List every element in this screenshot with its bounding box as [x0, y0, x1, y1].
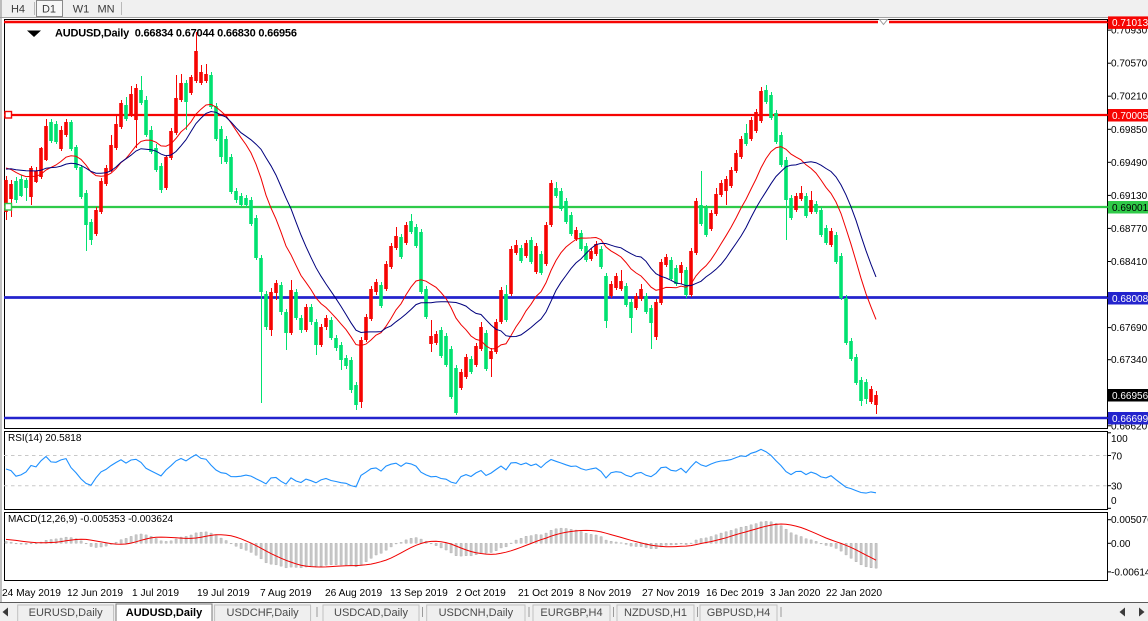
svg-text:0.69130: 0.69130 — [1111, 191, 1148, 202]
svg-text:USDCHF,Daily: USDCHF,Daily — [227, 607, 300, 619]
svg-text:0.69001: 0.69001 — [1112, 203, 1148, 214]
svg-text:0: 0 — [1111, 496, 1117, 507]
svg-text:MACD(12,26,9) -0.005353 -0.003: MACD(12,26,9) -0.005353 -0.003624 — [8, 514, 174, 525]
svg-text:13 Sep 2019: 13 Sep 2019 — [390, 588, 448, 599]
svg-text:0.70570: 0.70570 — [1111, 59, 1148, 70]
svg-text:0.66699: 0.66699 — [1112, 414, 1148, 425]
svg-text:0.69490: 0.69490 — [1111, 158, 1148, 169]
svg-text:27 Nov 2019: 27 Nov 2019 — [642, 588, 700, 599]
svg-text:USDCNH,Daily: USDCNH,Daily — [439, 607, 514, 619]
svg-text:RSI(14) 20.5818: RSI(14) 20.5818 — [8, 433, 82, 444]
svg-text:H4: H4 — [11, 4, 25, 16]
svg-text:0.66956: 0.66956 — [1112, 391, 1148, 402]
svg-text:AUDUSD,Daily: AUDUSD,Daily — [126, 607, 203, 619]
svg-text:16 Dec 2019: 16 Dec 2019 — [706, 588, 764, 599]
svg-text:D1: D1 — [42, 4, 56, 16]
svg-text:0.70930: 0.70930 — [1111, 26, 1148, 37]
svg-text:0.66620: 0.66620 — [1111, 421, 1148, 432]
svg-text:EURGBP,H4: EURGBP,H4 — [540, 607, 602, 619]
svg-text:22 Jan 2020: 22 Jan 2020 — [826, 588, 882, 599]
svg-text:19 Jul 2019: 19 Jul 2019 — [197, 588, 250, 599]
svg-text:0.005076: 0.005076 — [1111, 515, 1148, 526]
svg-text:0.00: 0.00 — [1111, 539, 1131, 550]
svg-text:GBPUSD,H4: GBPUSD,H4 — [707, 607, 771, 619]
svg-text:0.69850: 0.69850 — [1111, 125, 1148, 136]
svg-text:0.67340: 0.67340 — [1111, 355, 1148, 366]
svg-text:0.68008: 0.68008 — [1112, 294, 1148, 305]
svg-text:3 Jan 2020: 3 Jan 2020 — [770, 588, 821, 599]
svg-text:0.71013: 0.71013 — [1112, 18, 1148, 29]
svg-text:-0.006148: -0.006148 — [1111, 567, 1148, 578]
svg-text:30: 30 — [1111, 482, 1123, 493]
svg-text:AUDUSD,Daily 0.66834 0.67044: AUDUSD,Daily 0.66834 0.67044 0.66830 0.6… — [55, 28, 297, 40]
svg-text:70: 70 — [1111, 451, 1123, 462]
svg-text:1 Jul 2019: 1 Jul 2019 — [132, 588, 179, 599]
svg-text:0.70210: 0.70210 — [1111, 92, 1148, 103]
svg-text:0.68770: 0.68770 — [1111, 224, 1148, 235]
svg-text:26 Aug 2019: 26 Aug 2019 — [325, 588, 383, 599]
svg-text:EURUSD,Daily: EURUSD,Daily — [29, 607, 103, 619]
svg-text:7 Aug 2019: 7 Aug 2019 — [260, 588, 312, 599]
svg-text:100: 100 — [1111, 434, 1128, 445]
svg-text:MN: MN — [97, 4, 114, 16]
svg-text:0.67690: 0.67690 — [1111, 323, 1148, 334]
svg-text:12 Jun 2019: 12 Jun 2019 — [67, 588, 123, 599]
svg-text:0.70005: 0.70005 — [1112, 111, 1148, 122]
svg-text:8 Nov 2019: 8 Nov 2019 — [579, 588, 631, 599]
svg-text:21 Oct 2019: 21 Oct 2019 — [518, 588, 574, 599]
svg-text:USDCAD,Daily: USDCAD,Daily — [334, 607, 408, 619]
svg-text:0.68410: 0.68410 — [1111, 257, 1148, 268]
svg-text:W1: W1 — [73, 4, 90, 16]
svg-text:2 Oct 2019: 2 Oct 2019 — [456, 588, 506, 599]
svg-text:24 May 2019: 24 May 2019 — [2, 588, 61, 599]
svg-text:NZDUSD,H1: NZDUSD,H1 — [624, 607, 687, 619]
